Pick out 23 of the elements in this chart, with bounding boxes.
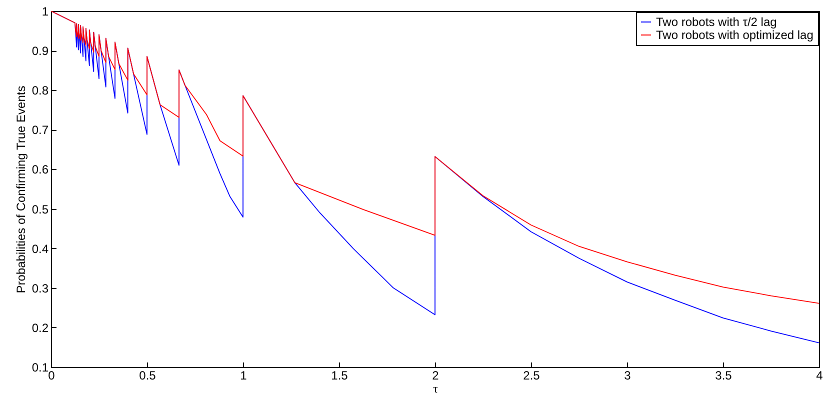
x-tick-label: 1.5: [331, 368, 348, 382]
y-tick-label: 0.6: [32, 162, 49, 177]
x-tick-label: 4: [816, 368, 824, 382]
x-tick-label: 0: [48, 368, 56, 382]
y-tick-label: 0.8: [32, 84, 49, 98]
y-axis-title: Probabilities of Confirming True Events: [14, 86, 28, 294]
y-tick-label: 0.9: [32, 44, 49, 58]
legend-label: Two robots with optimized lag: [656, 28, 814, 42]
y-tick-label: 0.1: [32, 360, 49, 374]
y-tick-label: 0.5: [32, 202, 49, 216]
x-tick-label: 3: [624, 368, 632, 382]
y-tick-label: 0.7: [32, 123, 49, 138]
x-tick-label: 2: [432, 368, 440, 382]
x-tick-label: 0.5: [139, 368, 156, 382]
legend-label: Two robots with τ/2 lag: [656, 15, 777, 29]
x-tick-label: 3.5: [715, 368, 732, 382]
y-tick-label: 0.3: [32, 281, 49, 296]
y-tick-label: 0.4: [32, 242, 49, 256]
y-tick-label: 0.2: [32, 320, 49, 335]
x-tick-label: 2.5: [523, 368, 540, 382]
y-tick-label: 1: [42, 4, 49, 18]
x-axis-title: τ: [433, 382, 438, 396]
x-tick-label: 1: [240, 368, 248, 382]
